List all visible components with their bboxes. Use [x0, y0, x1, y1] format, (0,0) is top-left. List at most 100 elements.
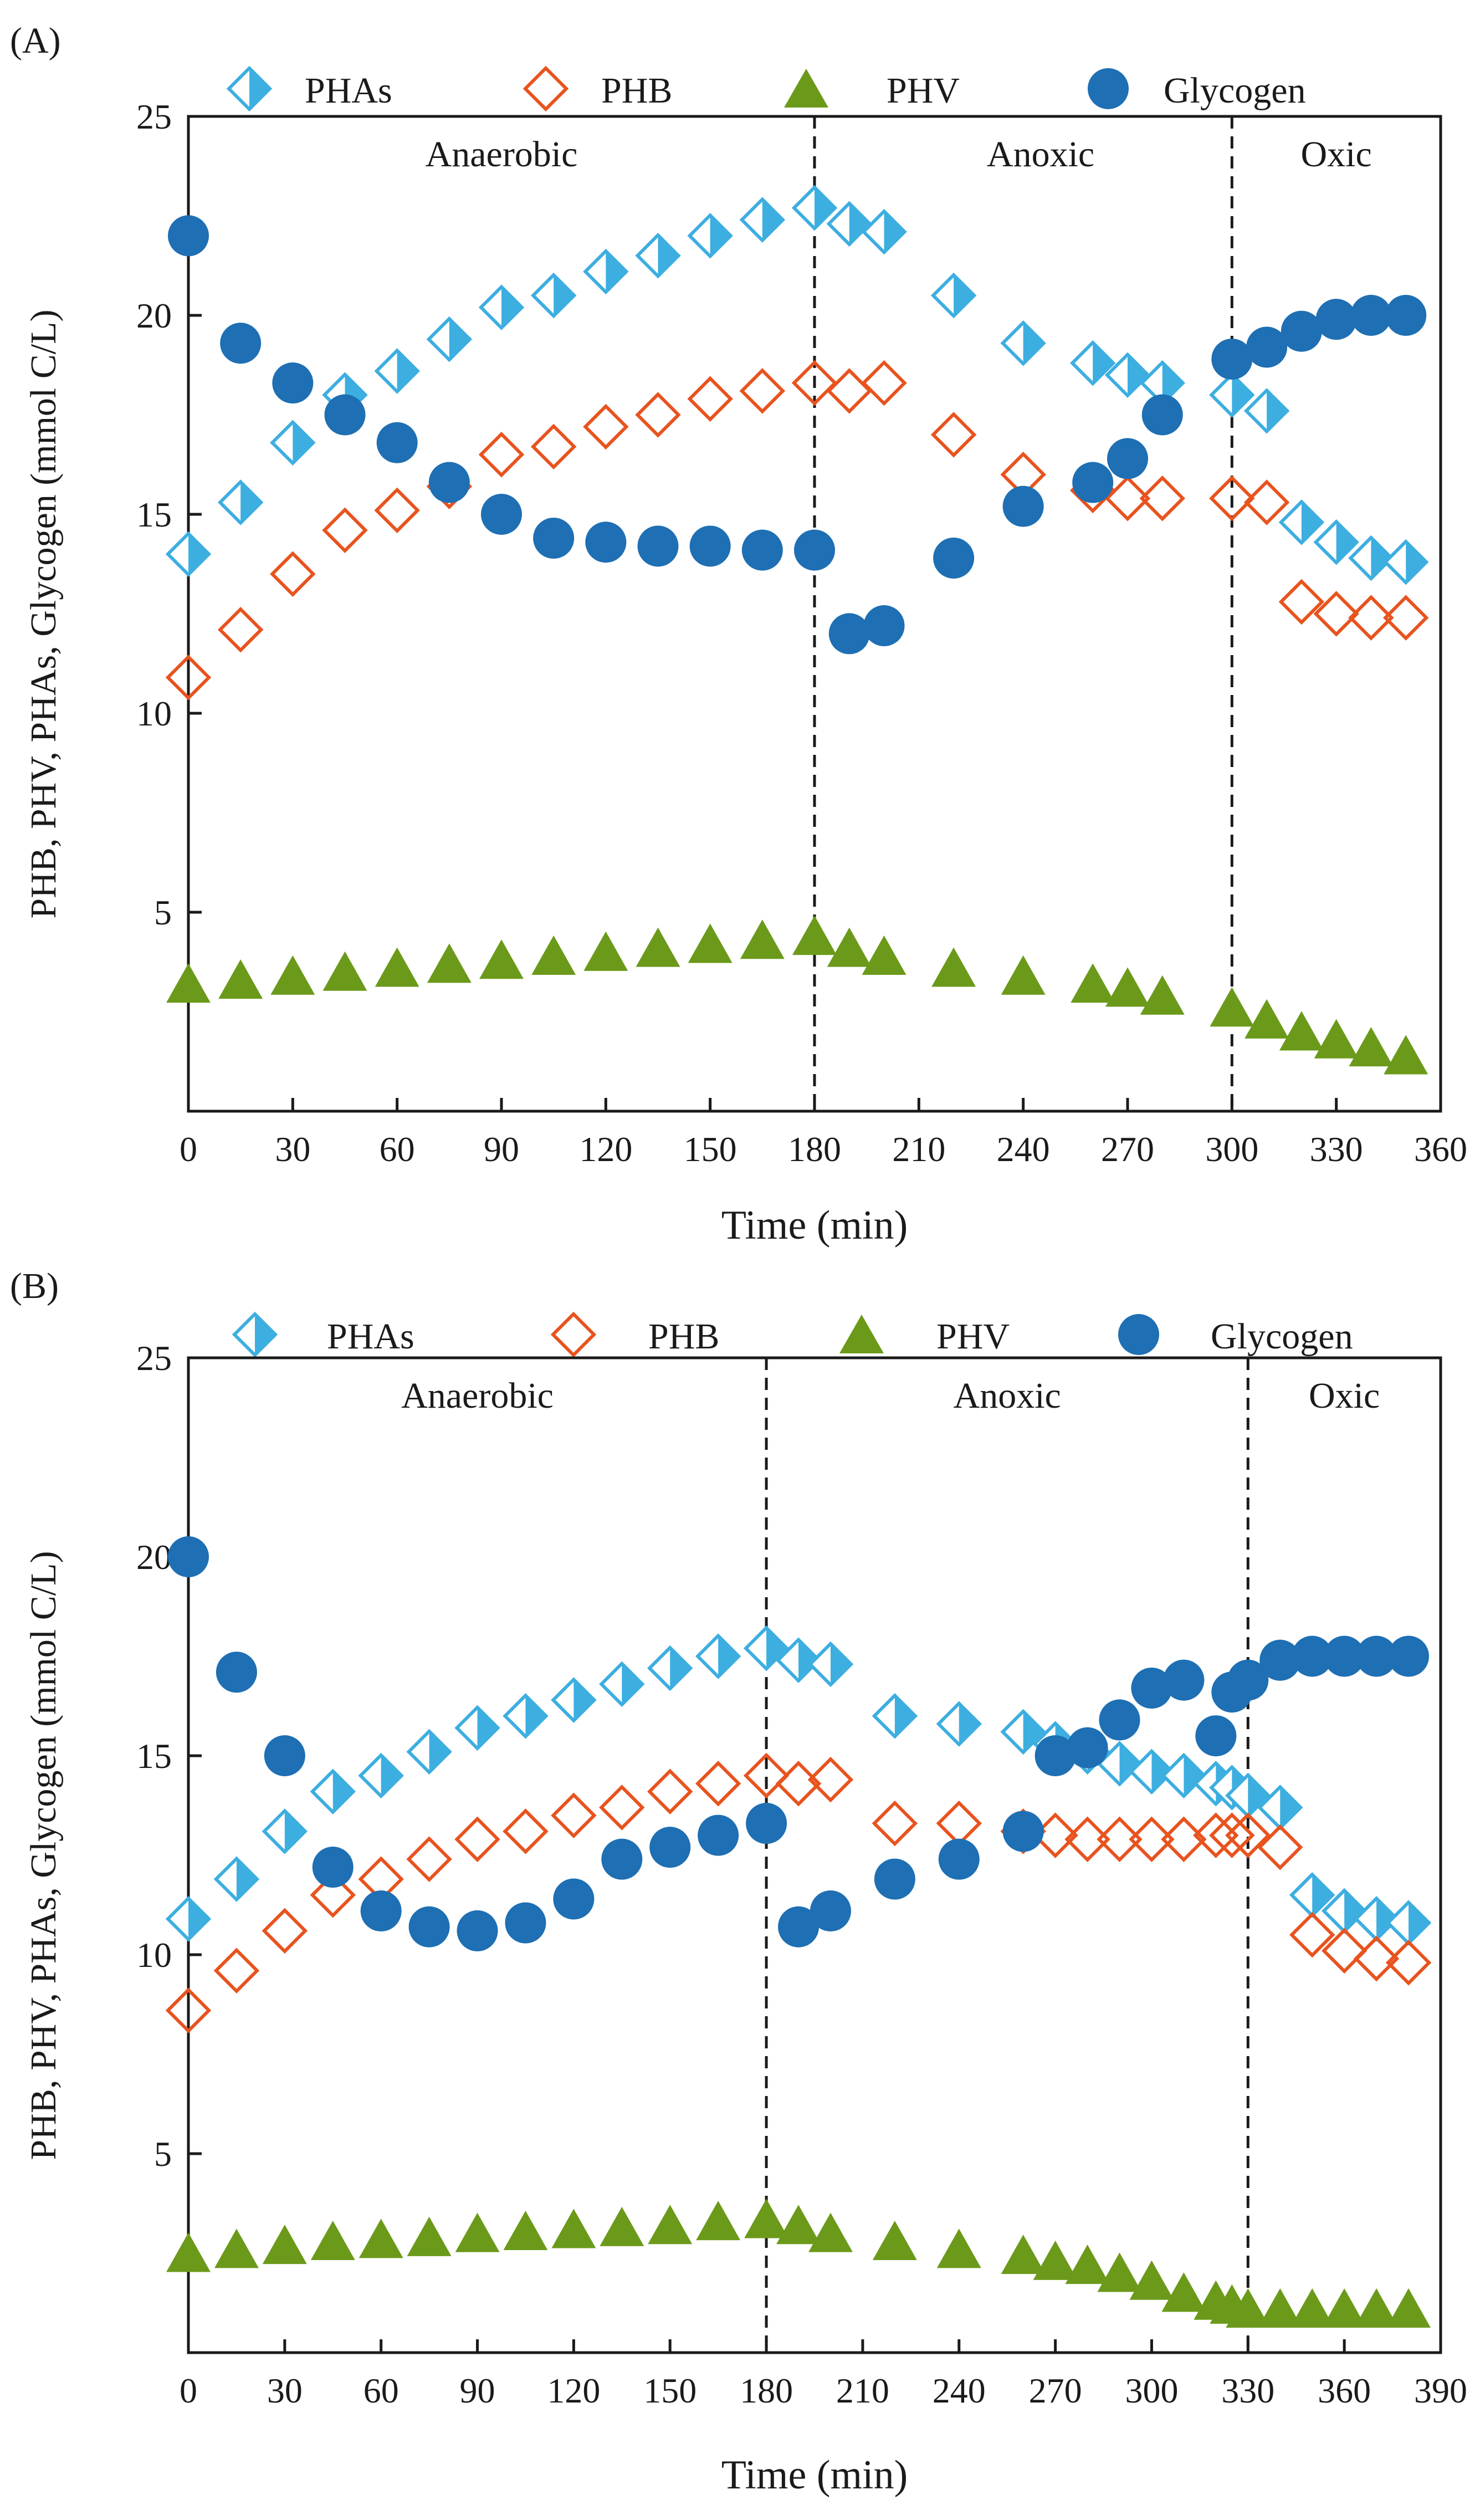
panel-a-phb-point	[1348, 595, 1394, 641]
panel-b-marks	[165, 1536, 1432, 2328]
panel-b-phas-point	[406, 1729, 452, 1775]
panel-a-glycogen-point	[794, 529, 835, 571]
panel-b-phase-dividers	[765, 1358, 1249, 2353]
panel-a-phas-point	[1313, 519, 1359, 565]
panel-b-glycogen-point	[874, 1858, 915, 1900]
panel-b-phv-point	[1161, 2272, 1206, 2312]
panel-b-phas-point	[743, 1625, 790, 1672]
panel-b-phb-point	[807, 1756, 854, 1803]
y-tick-label: 20	[136, 296, 172, 335]
panel-a-phv-point	[479, 939, 524, 979]
panel-b-phas-point	[1097, 1741, 1143, 1787]
panel-b-phv-point	[696, 2201, 741, 2241]
panel-b-glycogen-point	[408, 1906, 450, 1947]
panel-b: (B) PHAs PHB PHV Glycogen Anaerobi	[10, 1266, 1467, 2498]
panel-b-phv-point	[503, 2211, 548, 2251]
panel-a-phv-point	[1349, 1027, 1394, 1067]
panel-a-glycogen-point	[828, 613, 870, 655]
panel-b-phas-point	[358, 1752, 404, 1799]
panel-b-phb-point	[1129, 1816, 1175, 1863]
panel-b-phb-point	[1193, 1812, 1239, 1858]
x-tick-label: 120	[579, 1129, 632, 1169]
panel-b-phas-point	[310, 1768, 356, 1814]
panel-b-phb-point	[310, 1872, 356, 1918]
panel-a-phas-point	[861, 208, 907, 255]
x-tick-label: 180	[788, 1129, 841, 1169]
panel-b-glycogen-point	[1356, 1635, 1397, 1677]
panel-a-phv-point	[1279, 1011, 1324, 1051]
panel-a-phas-point	[687, 213, 733, 259]
panel-a-phb-point	[739, 368, 786, 414]
panel-b-phb-point	[872, 1800, 918, 1847]
panel-b-glycogen-point	[457, 1910, 498, 1951]
legend-phb-label: PHB	[601, 70, 672, 111]
panel-b-phas-point	[775, 1637, 822, 1683]
panel-b-phv-point	[808, 2212, 853, 2252]
panel-a-phb-point	[826, 368, 873, 414]
panel-b-glycogen-point	[1388, 1635, 1430, 1677]
panel-b-glycogen-point	[1259, 1639, 1301, 1681]
panel-a-phas-point	[826, 201, 873, 247]
panel-b-phas-point	[262, 1808, 308, 1854]
x-tick-label: 150	[643, 2371, 696, 2410]
panel-b-phas-point	[647, 1645, 693, 1691]
legend-phv-marker	[784, 69, 828, 108]
panel-a-phb-point	[1209, 476, 1255, 522]
panel-a-phv-point	[583, 931, 628, 971]
panel-b-glycogen-point	[168, 1536, 209, 1577]
x-tick-label: 390	[1414, 2371, 1467, 2410]
legend-phas-marker	[226, 65, 273, 112]
panel-b-legend: PHAs PHB PHV Glycogen	[232, 1311, 1353, 1358]
panel-b-phv-point	[358, 2219, 403, 2258]
panel-b-phb-point	[1097, 1816, 1143, 1863]
panel-a-phv-point	[531, 935, 576, 975]
legend-phb-label: PHB	[648, 1316, 719, 1357]
panel-b-phv-point	[600, 2206, 644, 2246]
panel-a-glycogen-point	[1002, 485, 1044, 527]
panel-b-phv-point	[262, 2225, 307, 2265]
panel-b-phas-point	[872, 1693, 918, 1739]
panel-b-glycogen-point	[1034, 1735, 1076, 1776]
panel-b-phb-point	[1289, 1911, 1335, 1958]
panel-b-phb-point	[1257, 1824, 1303, 1870]
panel-a-phas-point	[1278, 499, 1325, 545]
y-tick-label: 20	[136, 1537, 172, 1577]
panel-b-phb-point	[1209, 1812, 1255, 1858]
panel-a-phb-point	[1139, 476, 1186, 522]
panel-b-phv-point	[1290, 2288, 1335, 2328]
panel-b-phv-point	[1354, 2288, 1399, 2328]
legend-phv-label: PHV	[936, 1316, 1010, 1357]
panel-a-phv-point	[931, 947, 976, 987]
panel-a-phas-point	[1209, 372, 1255, 418]
panel-a-glycogen-point	[1072, 462, 1114, 503]
panel-a-glycogen-point	[933, 537, 975, 579]
panel-b-phv-point	[1033, 2240, 1078, 2280]
x-tick-label: 60	[380, 1129, 415, 1169]
panel-b-phv-point	[214, 2228, 259, 2268]
panel-b-phv-point	[1226, 2288, 1271, 2328]
panel-a-phv-point	[427, 943, 472, 983]
panel-b-glycogen-point	[1292, 1635, 1333, 1677]
panel-b-phas-point	[1289, 1872, 1335, 1918]
panel-a-phv-point	[270, 955, 315, 995]
panel-b-phv-point	[1386, 2288, 1431, 2328]
panel-a-glycogen-point	[272, 362, 314, 404]
legend-phas-label: PHAs	[327, 1316, 414, 1357]
panel-b-phv-point	[166, 2232, 211, 2272]
panel-b-phv-point	[776, 2205, 821, 2245]
panel-a-glycogen-point	[1315, 299, 1357, 340]
x-tick-label: 270	[1029, 2371, 1082, 2410]
panel-a-glycogen-point	[481, 494, 522, 535]
panel-a-phas-point	[165, 531, 212, 577]
panel-a-phas-point	[791, 185, 838, 231]
panel-b-glycogen-point	[312, 1847, 354, 1888]
panel-b-glycogen-point	[1067, 1727, 1108, 1768]
panel-a-phb-point	[861, 360, 907, 406]
panel-b-phv-point	[744, 2199, 789, 2238]
phase-label-anoxic: Anoxic	[987, 134, 1094, 175]
panel-b-glycogen-point	[1131, 1667, 1172, 1709]
x-tick-label: 150	[684, 1129, 737, 1169]
panel-a-phv-point	[1210, 987, 1254, 1027]
panel-a-glycogen-point	[585, 522, 627, 563]
